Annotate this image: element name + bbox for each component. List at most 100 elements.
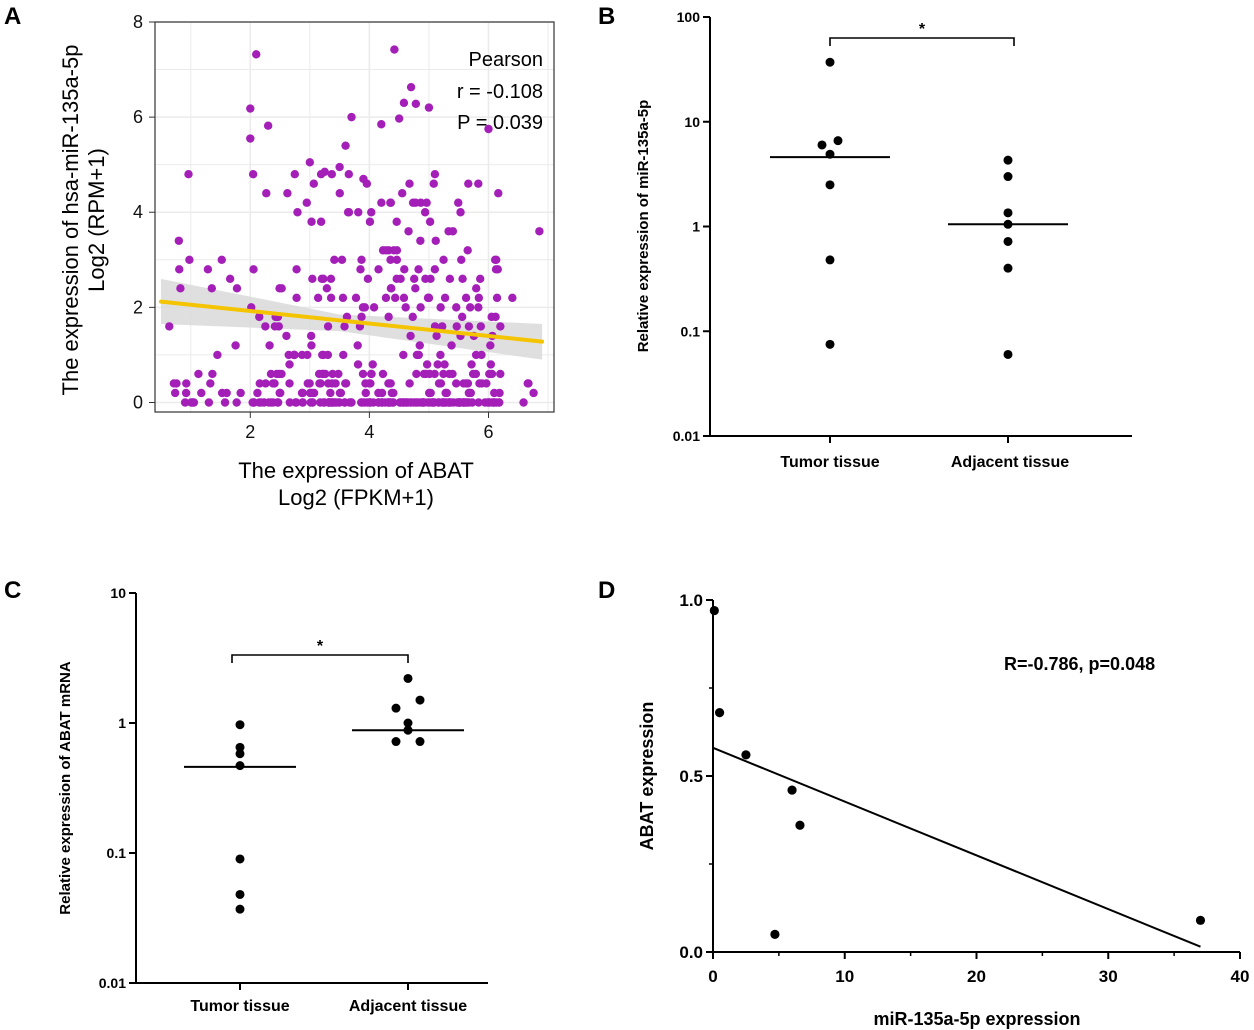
panel-a-point (341, 141, 350, 150)
panel-a-point (344, 169, 354, 179)
panel-a-point (303, 350, 312, 360)
panel-a-point (261, 322, 270, 331)
panel-a-point (476, 322, 486, 331)
panel-a-point (292, 398, 301, 407)
panel-a-point (452, 322, 461, 331)
panel-a-point (246, 104, 255, 113)
panel-a-point (165, 322, 174, 331)
panel-a-point (326, 388, 335, 398)
panel-d-point (741, 750, 751, 760)
panel-a-point (292, 265, 301, 274)
panel-a-point (432, 331, 441, 341)
panel-a-point (290, 350, 299, 360)
panel-b-significance-bracket (829, 37, 1015, 46)
panel-c-point (415, 695, 425, 705)
panel-a-point (409, 274, 419, 284)
panel-a-point (412, 369, 421, 379)
panel-d-xtick-label: 0 (708, 967, 717, 986)
panel-a-point (305, 158, 315, 167)
panel-a-point (363, 274, 373, 284)
panel-a-point (357, 312, 366, 322)
panel-a-point (381, 246, 391, 255)
panel-a-point (414, 265, 423, 274)
panel-a-point (334, 398, 344, 407)
panel-a-point (374, 265, 383, 274)
panel-a-point (298, 398, 307, 407)
panel-a-point (425, 217, 435, 226)
panel-a-point (277, 284, 286, 293)
panel-a-point (401, 303, 410, 312)
panel-c-category-tumor: Tumor tissue (190, 998, 289, 1015)
panel-a-point (384, 312, 393, 322)
panel-label-b: B (598, 3, 615, 30)
panel-c-point (235, 889, 245, 899)
panel-b-category-tumor: Tumor tissue (780, 454, 879, 471)
panel-a-fit-line (158, 299, 545, 344)
panel-a-point (180, 398, 190, 407)
panel-c-point (403, 673, 413, 683)
panel-b-point (825, 255, 835, 265)
panel-a-point (448, 227, 458, 236)
panel-a-point (492, 255, 501, 265)
panel-a-annotation-p: P = 0.039 (457, 112, 543, 134)
panel-d-xtick-label: 30 (1099, 967, 1118, 986)
panel-a-point (495, 388, 504, 398)
panel-c-point (403, 718, 413, 728)
panel-a-point (232, 284, 242, 293)
panel-a-point (461, 293, 471, 303)
panel-a-point (400, 265, 409, 274)
panel-a-point (431, 236, 440, 245)
panel-d-chart: 0 10 20 30 40 0.0 0.5 1.0 R=-0.786, p=0.048 miR… (637, 591, 1249, 1029)
panel-a-ylabel-sub: Log2 (RPM+1) (84, 148, 109, 292)
panel-c-ytick-label: 1 (118, 715, 126, 731)
panel-a-point (324, 379, 333, 388)
panel-a-point (439, 255, 448, 265)
panel-b-point (825, 339, 835, 349)
panel-a-point (208, 369, 217, 379)
panel-a-point (462, 379, 471, 388)
panel-a-point (426, 388, 435, 398)
panel-d-annotation: R=-0.786, p=0.048 (1004, 654, 1155, 674)
panel-c-point (391, 737, 401, 747)
panel-a-point (524, 379, 533, 388)
panel-label-a: A (4, 3, 21, 30)
panel-c-significance-star: * (317, 638, 324, 655)
panel-c-ytick-label: 10 (110, 585, 126, 601)
panel-a-point (217, 255, 226, 265)
panel-b-point (833, 136, 843, 146)
panel-a-point (253, 388, 262, 398)
panel-a-point (464, 388, 474, 398)
panel-c-point (235, 854, 245, 864)
panel-a-point (407, 398, 416, 407)
panel-d-point (714, 708, 725, 718)
panel-a-point (519, 398, 528, 407)
panel-a-point (174, 236, 184, 245)
panel-a-point (340, 322, 349, 331)
panel-a-point (399, 98, 409, 108)
panel-a-point (264, 398, 274, 407)
panel-a-point (477, 379, 487, 388)
panel-a-point (367, 369, 376, 379)
panel-b-point (1003, 236, 1013, 246)
panel-a-point (268, 379, 278, 388)
panel-a-point (361, 379, 370, 388)
panel-a-point (429, 179, 438, 188)
panel-a-point (324, 398, 334, 407)
panel-a-point (471, 369, 481, 379)
panel-a-point (496, 322, 505, 331)
panel-a-point (266, 369, 276, 379)
panel-a-point (169, 379, 179, 388)
panel-a-point (416, 303, 425, 312)
panel-a-point (232, 398, 241, 407)
panel-a-point (347, 112, 356, 122)
panel-a-point (293, 208, 302, 217)
panel-a-point (458, 274, 467, 284)
panel-a-point (474, 179, 483, 188)
panel-b-point (825, 57, 835, 67)
panel-a-ytick-label: 8 (133, 12, 143, 32)
panel-a-point (415, 341, 424, 350)
panel-a-point (323, 350, 333, 360)
panel-a-point (261, 379, 270, 388)
panel-c-point (235, 742, 245, 752)
panel-d-ytick-label: 1.0 (679, 591, 703, 610)
